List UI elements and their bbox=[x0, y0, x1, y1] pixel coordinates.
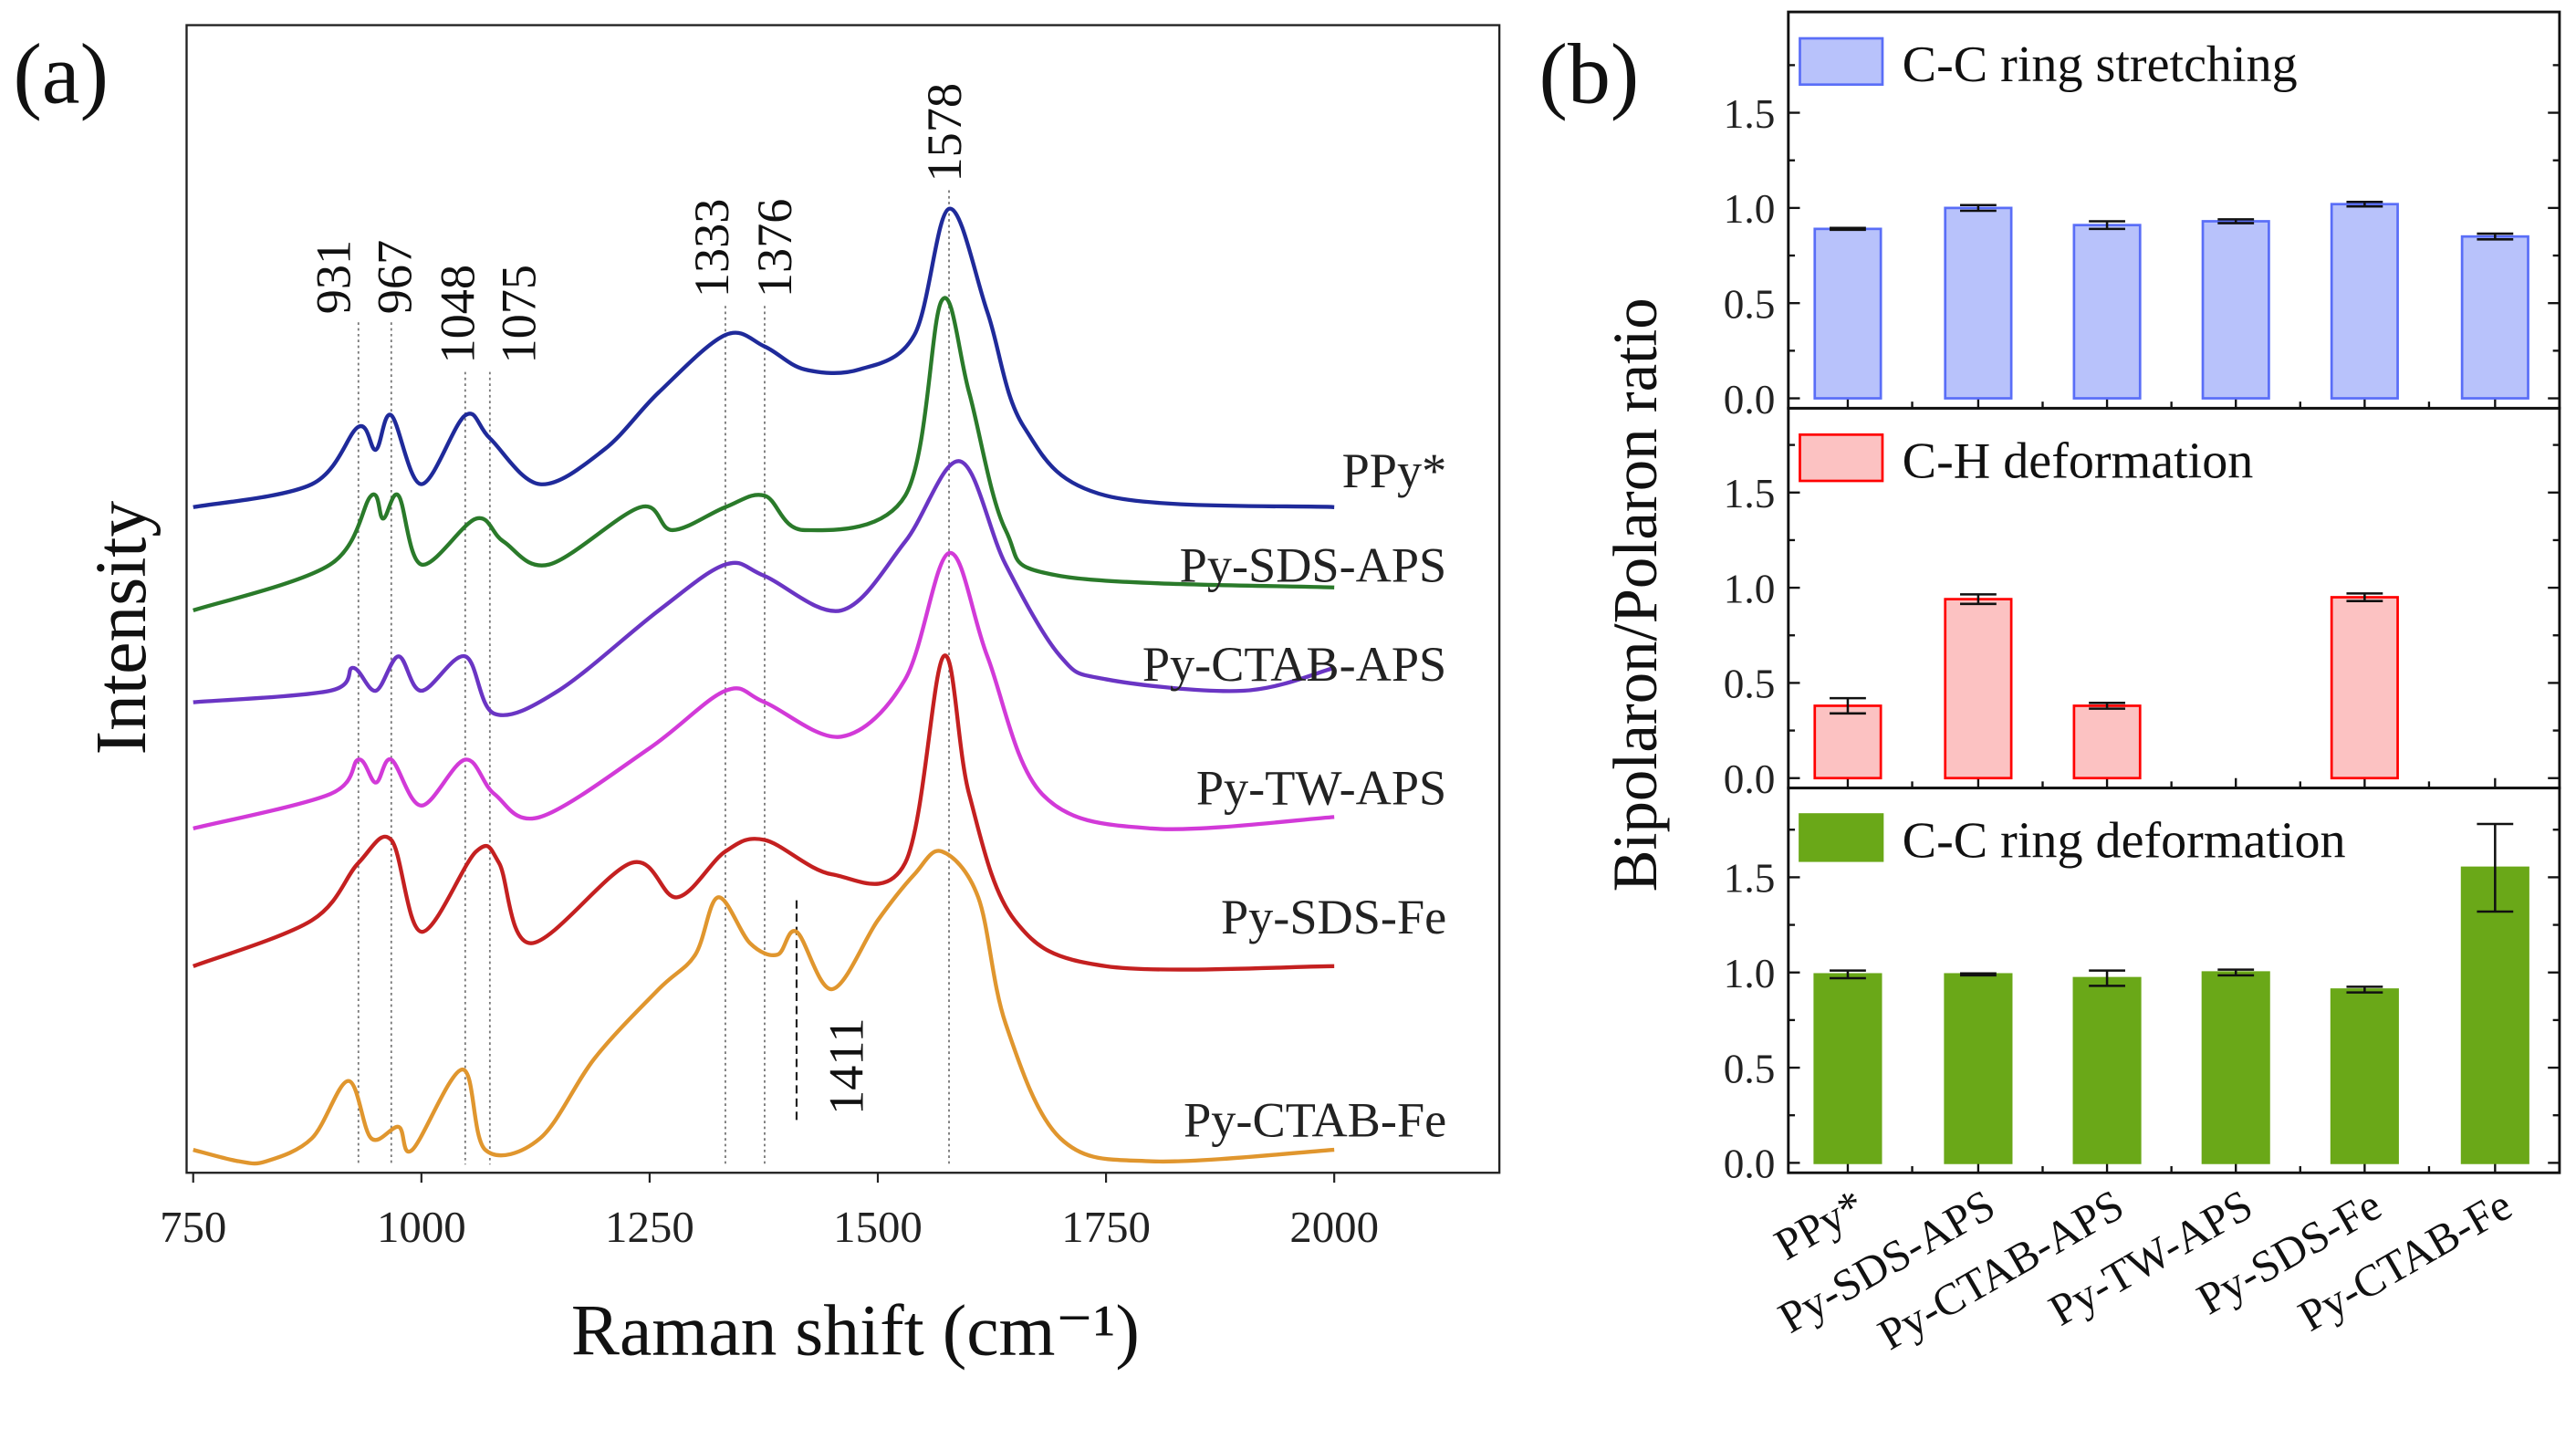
error-bar bbox=[1830, 696, 1866, 715]
bar-y-axis-title: Bipolaron/Polaron ratio bbox=[1601, 297, 1670, 892]
y-tick-label: 1.5 bbox=[1724, 856, 1776, 902]
bar-py-sds-fe bbox=[2330, 988, 2399, 1164]
error-bar bbox=[2346, 200, 2383, 208]
legend-swatch bbox=[1799, 813, 1884, 862]
y-tick-label: 0.0 bbox=[1724, 377, 1776, 422]
error-bar bbox=[2089, 220, 2125, 231]
x-tick-label: 1500 bbox=[833, 1202, 923, 1252]
error-bar bbox=[2217, 968, 2255, 977]
y-tick-label: 0.5 bbox=[1724, 662, 1776, 707]
y-tick-label: 1.0 bbox=[1724, 566, 1776, 611]
error-bar bbox=[1830, 226, 1866, 232]
error-bar bbox=[1960, 972, 1997, 977]
bar-ppy bbox=[1813, 973, 1882, 1164]
ratio-bar-plot: 0.0 0.5 1.0 1.5 C-C ring stretching 0.0 0.5 1.0… bbox=[1724, 10, 2561, 1360]
error-bar bbox=[1960, 203, 1997, 213]
bar-ppy bbox=[1813, 704, 1882, 780]
series-label: Py-TW-APS bbox=[1196, 761, 1446, 816]
y-axis-title: Intensity bbox=[81, 501, 162, 756]
y-tick-label: 1.0 bbox=[1724, 951, 1776, 996]
error-bar bbox=[1960, 593, 1997, 606]
bar-py-sds-aps bbox=[1944, 973, 2013, 1164]
bar-py-ctab-aps bbox=[2072, 704, 2142, 780]
bar-py-sds-fe bbox=[2330, 596, 2399, 780]
raman-spectra-plot: 750 1000 1250 1500 1750 2000 931 967 1048 1075 133… bbox=[160, 24, 1501, 1252]
y-tick-label: 0.5 bbox=[1724, 281, 1776, 327]
y-tick-label: 0.5 bbox=[1724, 1046, 1776, 1091]
subplot-frame bbox=[1787, 787, 2561, 1174]
spectrum-line-py-tw-aps bbox=[193, 550, 1335, 831]
plot-frame bbox=[185, 24, 1501, 1174]
y-tick-label: 0.0 bbox=[1724, 1142, 1776, 1187]
legend-label: C-C ring deformation bbox=[1903, 813, 2346, 870]
peak-label: 1578 bbox=[917, 83, 972, 182]
series-label: Py-CTAB-APS bbox=[1142, 637, 1446, 692]
peak-label: 1376 bbox=[747, 199, 802, 298]
x-tick-label: 1000 bbox=[377, 1202, 466, 1252]
error-bar bbox=[2346, 985, 2383, 994]
bar-py-ctab-aps bbox=[2072, 224, 2142, 400]
series-label: PPy* bbox=[1342, 443, 1447, 498]
x-tick-label: 1250 bbox=[605, 1202, 694, 1252]
legend-label: C-C ring stretching bbox=[1903, 36, 2298, 93]
spectrum-line-py-sds-aps bbox=[193, 296, 1335, 613]
peak-label: 1048 bbox=[430, 265, 485, 364]
y-tick-label: 1.0 bbox=[1724, 186, 1776, 232]
x-tick-label: 1750 bbox=[1061, 1202, 1151, 1252]
bar-py-sds-aps bbox=[1944, 598, 2013, 780]
bar-py-ctab-fe bbox=[2460, 866, 2529, 1164]
error-bar bbox=[2089, 702, 2125, 710]
spectrum-line-ppy bbox=[193, 206, 1335, 509]
y-tick-label: 1.5 bbox=[1724, 91, 1776, 137]
error-bar bbox=[2477, 822, 2514, 913]
series-label: Py-SDS-APS bbox=[1180, 537, 1447, 592]
y-tick-label: 0.0 bbox=[1724, 756, 1776, 802]
x-tick-label: 2000 bbox=[1289, 1202, 1379, 1252]
peak-label-1411: 1411 bbox=[819, 1017, 873, 1115]
error-bar bbox=[2217, 218, 2255, 224]
bar-py-ctab-fe bbox=[2460, 235, 2529, 400]
legend-swatch bbox=[1799, 433, 1884, 483]
y-tick-label: 1.5 bbox=[1724, 471, 1776, 516]
peak-label: 1075 bbox=[491, 265, 546, 364]
spectrum-line-py-ctab-aps bbox=[193, 459, 1335, 717]
error-bar bbox=[1830, 969, 1866, 980]
error-bar bbox=[2477, 232, 2514, 241]
panel-b-label: (b) bbox=[1539, 27, 1640, 122]
peak-label: 1333 bbox=[684, 199, 739, 298]
legend-swatch bbox=[1799, 36, 1884, 87]
bar-py-ctab-aps bbox=[2072, 976, 2142, 1164]
bar-py-tw-aps bbox=[2201, 220, 2270, 400]
peak-label: 967 bbox=[368, 240, 422, 314]
series-label: Py-CTAB-Fe bbox=[1184, 1092, 1446, 1147]
peak-label: 931 bbox=[307, 240, 361, 314]
error-bar bbox=[2346, 592, 2383, 602]
series-label: Py-SDS-Fe bbox=[1221, 890, 1446, 944]
x-axis-title: Raman shift (cm⁻¹) bbox=[571, 1290, 1140, 1371]
bar-ppy bbox=[1813, 227, 1882, 400]
bar-py-tw-aps bbox=[2201, 971, 2270, 1164]
spectrum-line-py-ctab-fe bbox=[193, 849, 1335, 1166]
panel-a-label: (a) bbox=[13, 27, 108, 122]
x-tick-label: 750 bbox=[160, 1202, 226, 1252]
error-bar bbox=[2089, 969, 2125, 987]
bar-py-sds-fe bbox=[2330, 203, 2399, 400]
spectrum-line-py-sds-fe bbox=[192, 653, 1335, 972]
legend-label: C-H deformation bbox=[1903, 433, 2254, 489]
bar-py-sds-aps bbox=[1944, 206, 2013, 400]
